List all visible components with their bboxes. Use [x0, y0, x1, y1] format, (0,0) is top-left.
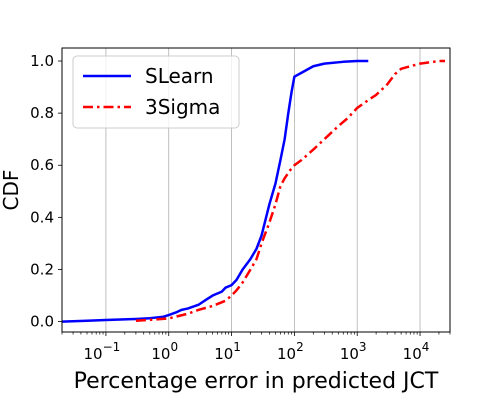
y-tick-label: 0.4	[30, 208, 54, 226]
x-tick-exponent: −1	[103, 340, 121, 354]
legend-label-3sigma: 3Sigma	[145, 95, 220, 119]
x-tick-exponent: 3	[359, 340, 367, 354]
y-axis: 0.0 0.2 0.4 0.6 0.8 1.0	[30, 52, 62, 331]
y-axis-title: CDF	[0, 170, 23, 211]
plot-frame	[61, 47, 451, 333]
x-tick-exponent: 2	[296, 340, 304, 354]
y-tick-label: 1.0	[30, 52, 54, 70]
legend-box	[72, 55, 240, 129]
series-line-3sigma	[135, 59, 446, 323]
series-line-slearn	[61, 59, 369, 323]
x-tick-exponent: 0	[170, 340, 178, 354]
y-tick-label: 0.8	[30, 104, 54, 122]
x-axis-title: Percentage error in predicted JCT	[74, 369, 439, 394]
legend-label-slearn: SLearn	[145, 64, 214, 88]
legend: SLearn 3Sigma	[72, 55, 240, 129]
y-tick-label: 0.0	[30, 313, 54, 331]
series-lines	[61, 59, 446, 323]
y-tick-label: 0.2	[30, 260, 54, 278]
y-tick-label: 0.6	[30, 156, 54, 174]
x-tick-exponent: 1	[233, 340, 241, 354]
x-tick-exponent: 4	[422, 340, 430, 354]
